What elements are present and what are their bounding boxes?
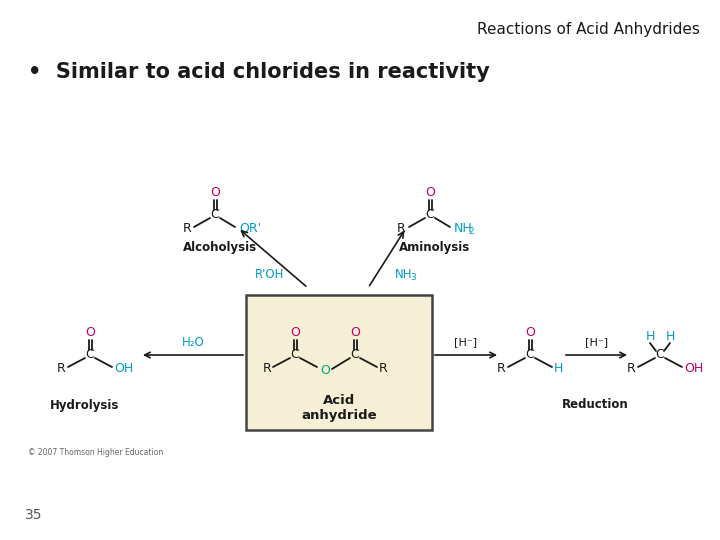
Text: O: O <box>350 327 360 340</box>
Text: O: O <box>425 186 435 199</box>
Text: C: C <box>526 348 534 361</box>
Text: Acid: Acid <box>323 394 355 407</box>
Text: C: C <box>86 348 94 361</box>
Text: O: O <box>85 327 95 340</box>
Text: H: H <box>665 330 675 343</box>
Bar <box>246 295 432 430</box>
Text: O: O <box>320 364 330 377</box>
Text: H: H <box>554 362 563 375</box>
Text: Hydrolysis: Hydrolysis <box>50 399 120 411</box>
Text: O: O <box>210 186 220 199</box>
Text: •  Similar to acid chlorides in reactivity: • Similar to acid chlorides in reactivit… <box>28 62 490 82</box>
Text: R: R <box>627 362 636 375</box>
Text: R: R <box>58 362 66 375</box>
Text: [H⁻]: [H⁻] <box>585 337 608 347</box>
Text: C: C <box>656 348 665 361</box>
Text: C: C <box>351 348 359 361</box>
Text: H₂O: H₂O <box>181 336 204 349</box>
Text: 3: 3 <box>410 273 415 282</box>
Text: R: R <box>262 362 271 375</box>
Text: R: R <box>498 362 506 375</box>
Text: OH: OH <box>684 362 703 375</box>
Text: 2: 2 <box>469 227 474 237</box>
Text: 35: 35 <box>25 508 42 522</box>
Text: R'OH: R'OH <box>256 268 284 281</box>
Text: C: C <box>426 208 434 221</box>
Text: Alcoholysis: Alcoholysis <box>183 241 257 254</box>
Text: OH: OH <box>114 362 133 375</box>
Text: OR': OR' <box>239 222 261 235</box>
Text: Reactions of Acid Anhydrides: Reactions of Acid Anhydrides <box>477 22 700 37</box>
Text: C: C <box>211 208 220 221</box>
Text: H: H <box>645 330 654 343</box>
Text: O: O <box>290 327 300 340</box>
Text: NH: NH <box>454 222 473 235</box>
Text: R: R <box>397 222 406 235</box>
Text: [H⁻]: [H⁻] <box>454 337 477 347</box>
Text: Reduction: Reduction <box>562 399 629 411</box>
Text: © 2007 Thomson Higher Education: © 2007 Thomson Higher Education <box>28 448 163 457</box>
Text: R: R <box>379 362 388 375</box>
Text: O: O <box>525 327 535 340</box>
Text: anhydride: anhydride <box>301 408 377 422</box>
Text: C: C <box>291 348 300 361</box>
Text: NH: NH <box>395 268 413 281</box>
Text: R: R <box>182 222 191 235</box>
Text: Aminolysis: Aminolysis <box>400 241 471 254</box>
